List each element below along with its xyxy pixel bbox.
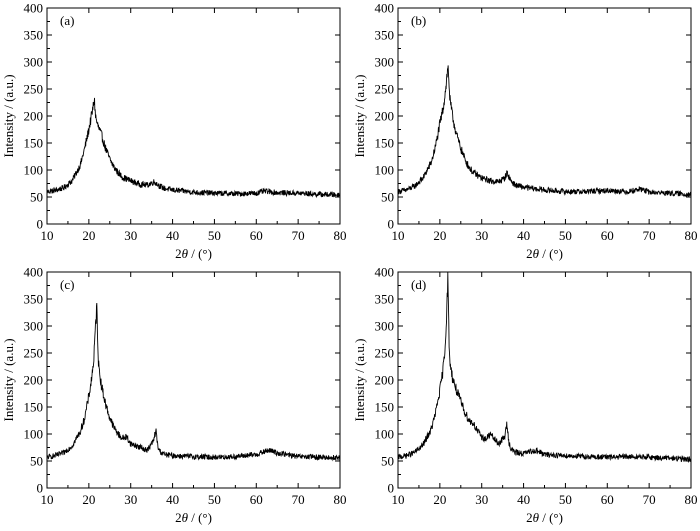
x-tick-label: 40 [517, 492, 530, 507]
x-tick-label: 40 [166, 492, 179, 507]
y-tick-label: 400 [375, 265, 395, 280]
y-tick-label: 300 [24, 319, 44, 334]
x-tick-label: 60 [250, 492, 263, 507]
y-tick-label: 250 [375, 82, 395, 97]
x-tick-label: 40 [166, 228, 179, 243]
x-tick-label: 20 [82, 228, 95, 243]
y-tick-label: 0 [388, 217, 395, 232]
y-tick-label: 300 [24, 55, 44, 70]
y-tick-label: 200 [375, 109, 395, 124]
x-tick-label: 70 [643, 492, 656, 507]
panel-label: (a) [60, 13, 74, 28]
chart-panel-b: 10 20 30 40 50 60 70 80 0 50 100 150 200 250 300 350 400… [352, 1, 698, 262]
x-tick-label: 80 [685, 492, 698, 507]
x-tick-label: 60 [601, 228, 614, 243]
y-axis-title: Intensity / (a.u.) [352, 74, 367, 157]
x-tick-label: 40 [517, 228, 530, 243]
y-tick-label: 100 [375, 427, 395, 442]
x-tick-label: 50 [559, 492, 572, 507]
y-axis-title: Intensity / (a.u.) [1, 74, 16, 157]
y-tick-label: 150 [24, 400, 44, 415]
x-tick-label: 10 [392, 492, 405, 507]
y-tick-label: 300 [375, 55, 395, 70]
x-tick-label: 70 [292, 228, 305, 243]
x-tick-label: 10 [41, 492, 54, 507]
y-tick-label: 0 [388, 481, 395, 496]
y-axis-title: Intensity / (a.u.) [352, 338, 367, 421]
panel-label: (b) [411, 13, 426, 28]
y-tick-label: 350 [375, 292, 395, 307]
x-tick-label: 70 [643, 228, 656, 243]
x-tick-label: 50 [559, 228, 572, 243]
y-tick-label: 100 [24, 163, 44, 178]
chart-panel-a: 10 20 30 40 50 60 70 80 0 50 100 150 200 250 300 350 400… [1, 1, 347, 262]
x-tick-label: 10 [392, 228, 405, 243]
y-tick-label: 150 [375, 136, 395, 151]
x-tick-label: 20 [433, 492, 446, 507]
x-tick-label: 70 [292, 492, 305, 507]
y-tick-label: 200 [24, 109, 44, 124]
y-tick-label: 350 [24, 28, 44, 43]
x-tick-label: 50 [208, 228, 221, 243]
x-axis-title: 2θ / (°) [175, 246, 212, 261]
y-tick-label: 100 [24, 427, 44, 442]
panel-label: (c) [60, 277, 74, 292]
y-tick-label: 400 [375, 1, 395, 16]
x-tick-label: 20 [82, 492, 95, 507]
x-tick-label: 30 [124, 228, 137, 243]
x-tick-label: 20 [433, 228, 446, 243]
series-line [46, 97, 341, 199]
y-tick-label: 250 [24, 346, 44, 361]
y-tick-label: 400 [24, 1, 44, 16]
x-tick-label: 60 [601, 492, 614, 507]
y-tick-label: 50 [30, 454, 43, 469]
y-tick-label: 200 [375, 373, 395, 388]
series-line [46, 302, 341, 462]
x-axis-title: 2θ / (°) [526, 246, 563, 261]
y-tick-label: 0 [37, 217, 44, 232]
y-tick-label: 50 [381, 454, 394, 469]
x-tick-label: 10 [41, 228, 54, 243]
x-tick-label: 30 [475, 228, 488, 243]
chart-panel-c: 10 20 30 40 50 60 70 80 0 50 100 150 200 250 300 350 400… [1, 265, 347, 526]
y-tick-label: 250 [24, 82, 44, 97]
y-tick-label: 0 [37, 481, 44, 496]
y-tick-label: 200 [24, 373, 44, 388]
x-tick-label: 80 [334, 228, 347, 243]
panel-label: (d) [411, 277, 426, 292]
y-tick-label: 150 [24, 136, 44, 151]
y-tick-label: 350 [24, 292, 44, 307]
x-axis-title: 2θ / (°) [175, 510, 212, 525]
y-axis-title: Intensity / (a.u.) [1, 338, 16, 421]
x-tick-label: 80 [334, 492, 347, 507]
x-tick-label: 30 [475, 492, 488, 507]
y-tick-label: 50 [381, 190, 394, 205]
x-tick-label: 60 [250, 228, 263, 243]
y-tick-label: 50 [30, 190, 43, 205]
y-tick-label: 400 [24, 265, 44, 280]
x-tick-label: 80 [685, 228, 698, 243]
y-tick-label: 350 [375, 28, 395, 43]
y-tick-label: 100 [375, 163, 395, 178]
chart-panel-d: 10 20 30 40 50 60 70 80 0 50 100 150 200 250 300 350 400… [352, 265, 698, 526]
series-line [397, 65, 692, 198]
series-line [397, 272, 692, 464]
y-tick-label: 250 [375, 346, 395, 361]
x-tick-label: 50 [208, 492, 221, 507]
y-tick-label: 150 [375, 400, 395, 415]
x-tick-label: 30 [124, 492, 137, 507]
x-axis-title: 2θ / (°) [526, 510, 563, 525]
y-tick-label: 300 [375, 319, 395, 334]
